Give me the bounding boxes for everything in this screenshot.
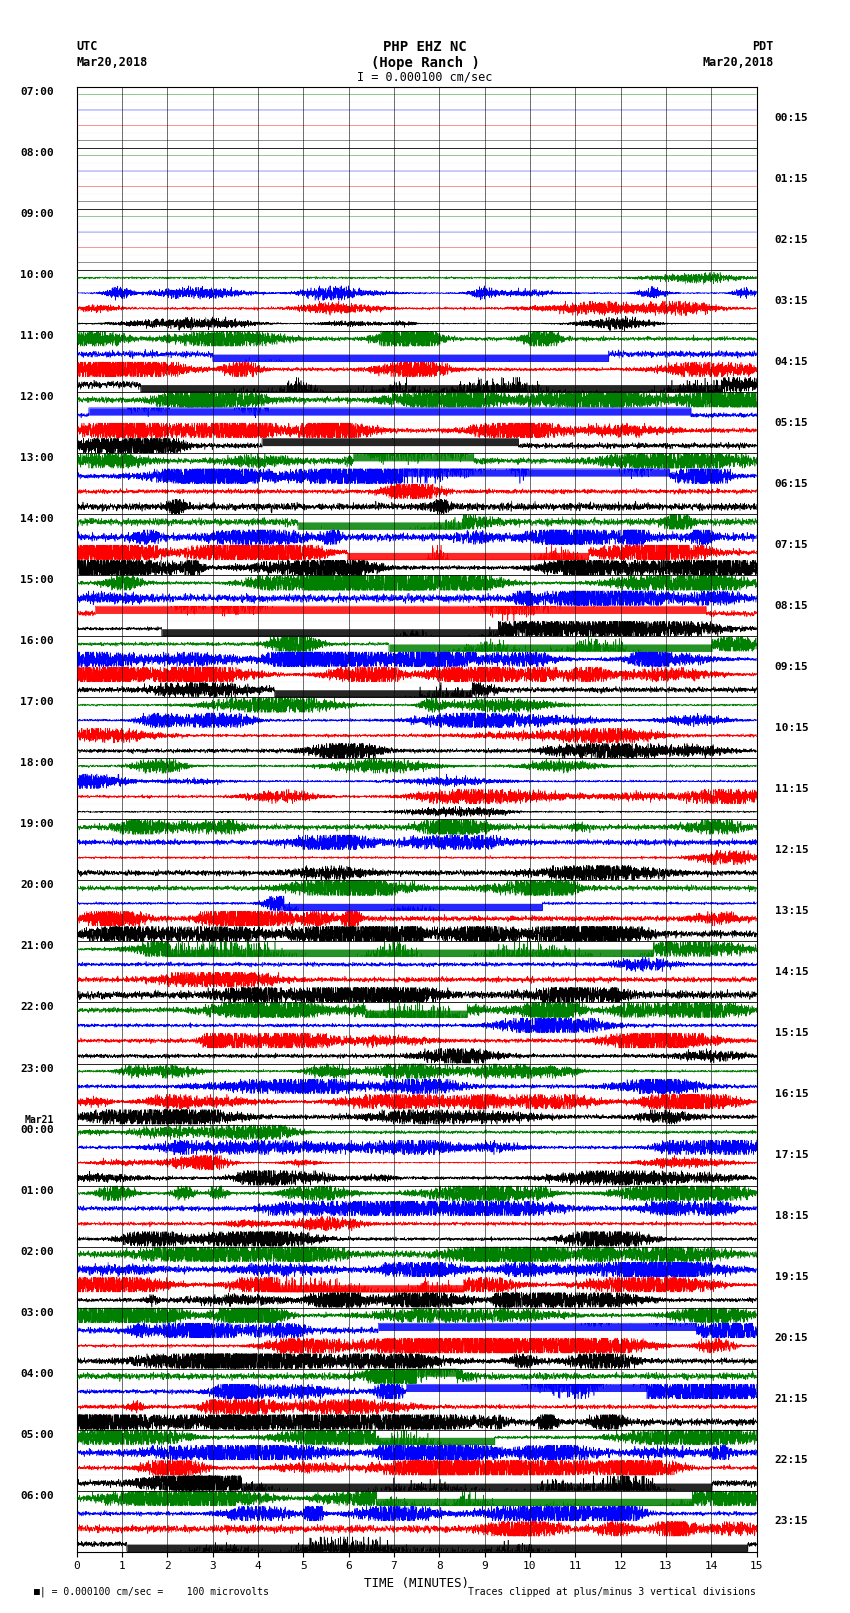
Text: I = 0.000100 cm/sec: I = 0.000100 cm/sec	[357, 71, 493, 84]
Text: 01:15: 01:15	[774, 174, 808, 184]
Text: Mar21: Mar21	[25, 1115, 54, 1124]
Text: PDT: PDT	[752, 40, 774, 53]
Text: PHP EHZ NC: PHP EHZ NC	[383, 40, 467, 55]
Text: 04:15: 04:15	[774, 356, 808, 366]
Text: 08:15: 08:15	[774, 600, 808, 611]
Text: 03:15: 03:15	[774, 295, 808, 306]
Text: 12:00: 12:00	[20, 392, 54, 402]
Text: 15:00: 15:00	[20, 576, 54, 586]
Text: 13:00: 13:00	[20, 453, 54, 463]
Text: 14:00: 14:00	[20, 515, 54, 524]
Text: 14:15: 14:15	[774, 966, 808, 977]
Text: 23:15: 23:15	[774, 1516, 808, 1526]
Text: 05:00: 05:00	[20, 1429, 54, 1440]
Text: 16:15: 16:15	[774, 1089, 808, 1098]
Text: Mar20,2018: Mar20,2018	[702, 56, 774, 69]
Text: 18:15: 18:15	[774, 1211, 808, 1221]
Text: 21:15: 21:15	[774, 1394, 808, 1405]
Text: Mar20,2018: Mar20,2018	[76, 56, 148, 69]
Text: 04:00: 04:00	[20, 1368, 54, 1379]
Text: 16:00: 16:00	[20, 636, 54, 647]
Text: 17:00: 17:00	[20, 697, 54, 708]
Text: 19:00: 19:00	[20, 819, 54, 829]
Text: 12:15: 12:15	[774, 845, 808, 855]
Text: 11:15: 11:15	[774, 784, 808, 794]
Text: ■| = 0.000100 cm/sec =    100 microvolts: ■| = 0.000100 cm/sec = 100 microvolts	[34, 1586, 269, 1597]
Text: 18:00: 18:00	[20, 758, 54, 768]
Text: 22:00: 22:00	[20, 1002, 54, 1013]
Text: 06:15: 06:15	[774, 479, 808, 489]
Text: 20:00: 20:00	[20, 881, 54, 890]
Text: 07:15: 07:15	[774, 540, 808, 550]
Text: 09:15: 09:15	[774, 661, 808, 673]
Text: 09:00: 09:00	[20, 210, 54, 219]
Text: 06:00: 06:00	[20, 1490, 54, 1500]
X-axis label: TIME (MINUTES): TIME (MINUTES)	[364, 1578, 469, 1590]
Text: 11:00: 11:00	[20, 331, 54, 342]
Text: 22:15: 22:15	[774, 1455, 808, 1465]
Text: Traces clipped at plus/minus 3 vertical divisions: Traces clipped at plus/minus 3 vertical …	[468, 1587, 756, 1597]
Text: 05:15: 05:15	[774, 418, 808, 427]
Text: 01:00: 01:00	[20, 1186, 54, 1195]
Text: (Hope Ranch ): (Hope Ranch )	[371, 56, 479, 71]
Text: 10:15: 10:15	[774, 723, 808, 732]
Text: 17:15: 17:15	[774, 1150, 808, 1160]
Text: 00:15: 00:15	[774, 113, 808, 123]
Text: 10:00: 10:00	[20, 269, 54, 281]
Text: 23:00: 23:00	[20, 1063, 54, 1074]
Text: 15:15: 15:15	[774, 1027, 808, 1039]
Text: 20:15: 20:15	[774, 1332, 808, 1344]
Text: 03:00: 03:00	[20, 1308, 54, 1318]
Text: UTC: UTC	[76, 40, 98, 53]
Text: 02:00: 02:00	[20, 1247, 54, 1257]
Text: 13:15: 13:15	[774, 907, 808, 916]
Text: 07:00: 07:00	[20, 87, 54, 97]
Text: 21:00: 21:00	[20, 942, 54, 952]
Text: 02:15: 02:15	[774, 234, 808, 245]
Text: 00:00: 00:00	[20, 1124, 54, 1134]
Text: 08:00: 08:00	[20, 148, 54, 158]
Text: 19:15: 19:15	[774, 1273, 808, 1282]
